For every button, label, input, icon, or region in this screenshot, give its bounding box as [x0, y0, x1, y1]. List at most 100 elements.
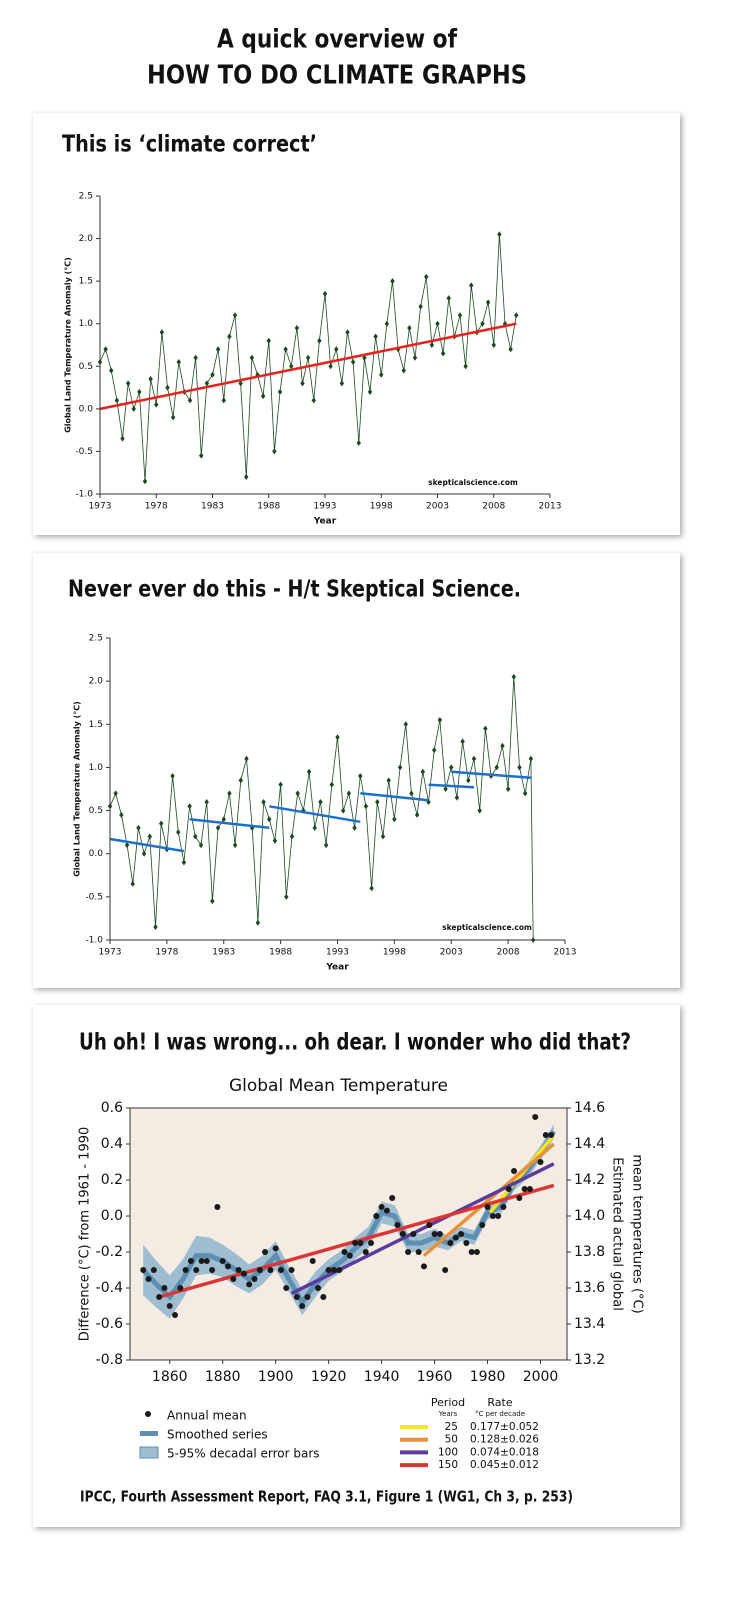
table-period: 50 — [445, 1434, 458, 1446]
table-unit: Years — [438, 1410, 458, 1418]
x-tick-label: 1978 — [155, 948, 178, 958]
x-axis-label: Year — [325, 963, 349, 973]
annual-mean-dot — [224, 1263, 231, 1270]
data-marker — [227, 333, 232, 340]
annual-mean-dot — [230, 1276, 237, 1282]
data-marker — [494, 764, 499, 771]
annual-mean-dot — [521, 1186, 528, 1192]
data-marker — [446, 295, 451, 302]
data-marker — [193, 354, 198, 361]
data-marker — [148, 376, 153, 383]
data-marker — [227, 790, 232, 797]
data-marker — [198, 842, 204, 849]
annual-mean-dot — [357, 1240, 364, 1246]
series-line — [109, 676, 534, 941]
y2-tick-label: 13.8 — [574, 1244, 605, 1260]
annual-mean-dot — [468, 1249, 475, 1255]
legend-swatch — [400, 1425, 428, 1429]
y2-tick-label: 13.6 — [574, 1280, 605, 1296]
trend-line — [99, 322, 517, 411]
y2-tick-label: 14.6 — [574, 1100, 605, 1116]
data-marker — [323, 842, 329, 849]
data-marker — [125, 380, 131, 387]
y-tick-label: 0.5 — [79, 362, 93, 372]
y-tick-label: 0.0 — [89, 849, 104, 859]
data-marker — [480, 320, 485, 327]
data-marker — [119, 811, 124, 818]
table-header: Period — [431, 1396, 465, 1409]
x-tick-label: 1983 — [201, 502, 224, 512]
data-marker — [278, 781, 283, 788]
data-marker — [176, 829, 181, 836]
data-marker — [176, 359, 181, 366]
data-marker — [153, 924, 158, 931]
y2-tick-label: 14.0 — [574, 1208, 605, 1224]
data-marker — [131, 405, 136, 412]
trend-line — [360, 792, 429, 802]
x-tick-label: 1900 — [258, 1369, 294, 1385]
annual-mean-dot — [256, 1267, 263, 1273]
annual-mean-dot — [283, 1285, 290, 1291]
data-marker — [352, 824, 357, 831]
legend-swatch — [145, 1411, 151, 1417]
y-tick-label: 0.0 — [79, 404, 94, 414]
data-marker — [477, 807, 482, 814]
data-marker — [522, 790, 528, 797]
annual-mean-dot — [325, 1267, 332, 1273]
data-marker — [397, 764, 403, 771]
x-tick-label: 1978 — [145, 502, 168, 512]
annual-mean-dot — [330, 1267, 337, 1273]
annual-mean-dot — [368, 1240, 375, 1246]
x-tick-label: 2000 — [523, 1369, 559, 1385]
y2-tick-label: 14.4 — [574, 1136, 605, 1152]
y2-tick-label: 13.2 — [574, 1352, 605, 1368]
x-tick-label: 1993 — [314, 502, 337, 512]
data-marker — [142, 478, 148, 485]
source-note: skepticalscience.com — [442, 923, 532, 932]
data-marker — [437, 716, 443, 723]
data-marker — [454, 794, 460, 801]
x-tick-label: 2013 — [554, 948, 577, 958]
data-marker — [221, 397, 226, 404]
data-marker — [322, 290, 328, 297]
x-tick-label: 1940 — [364, 1369, 400, 1385]
x-tick-label: 2013 — [539, 502, 562, 512]
data-marker — [181, 859, 187, 866]
annual-mean-dot — [458, 1231, 465, 1237]
legend-label: 5-95% decadal error bars — [167, 1447, 320, 1461]
table-unit: °C per decade — [475, 1410, 525, 1418]
data-marker — [401, 367, 406, 374]
y-tick-label: 1.0 — [79, 319, 94, 329]
data-marker — [379, 371, 384, 378]
annual-mean-dot — [267, 1267, 274, 1273]
annual-mean-dot — [537, 1159, 544, 1165]
y2-axis-label: Estimated actual global — [610, 1157, 625, 1311]
x-tick-label: 1993 — [326, 948, 349, 958]
annual-mean-dot — [219, 1258, 226, 1264]
trend-line — [428, 783, 475, 789]
annual-mean-dot — [140, 1267, 147, 1273]
data-marker — [154, 401, 159, 408]
data-marker — [272, 448, 277, 455]
data-marker — [440, 350, 446, 357]
x-tick-label: 1860 — [152, 1369, 188, 1385]
data-marker — [289, 833, 295, 840]
data-marker — [375, 798, 380, 805]
annual-mean-dot — [447, 1240, 454, 1246]
annual-mean-dot — [293, 1294, 300, 1300]
data-marker — [317, 337, 322, 344]
data-marker — [311, 397, 316, 404]
panel — [33, 553, 680, 988]
data-marker — [113, 790, 118, 797]
data-marker — [517, 764, 522, 771]
annual-mean-dot — [436, 1231, 443, 1237]
data-marker — [418, 303, 423, 310]
annual-mean-dot — [505, 1186, 512, 1192]
data-marker — [267, 816, 272, 823]
annual-mean-dot — [389, 1195, 396, 1201]
y-tick-label: 1.0 — [89, 763, 104, 773]
annual-mean-dot — [198, 1258, 205, 1264]
y-tick-label: -0.2 — [96, 1244, 123, 1260]
data-marker — [514, 312, 519, 319]
data-marker — [170, 773, 175, 780]
